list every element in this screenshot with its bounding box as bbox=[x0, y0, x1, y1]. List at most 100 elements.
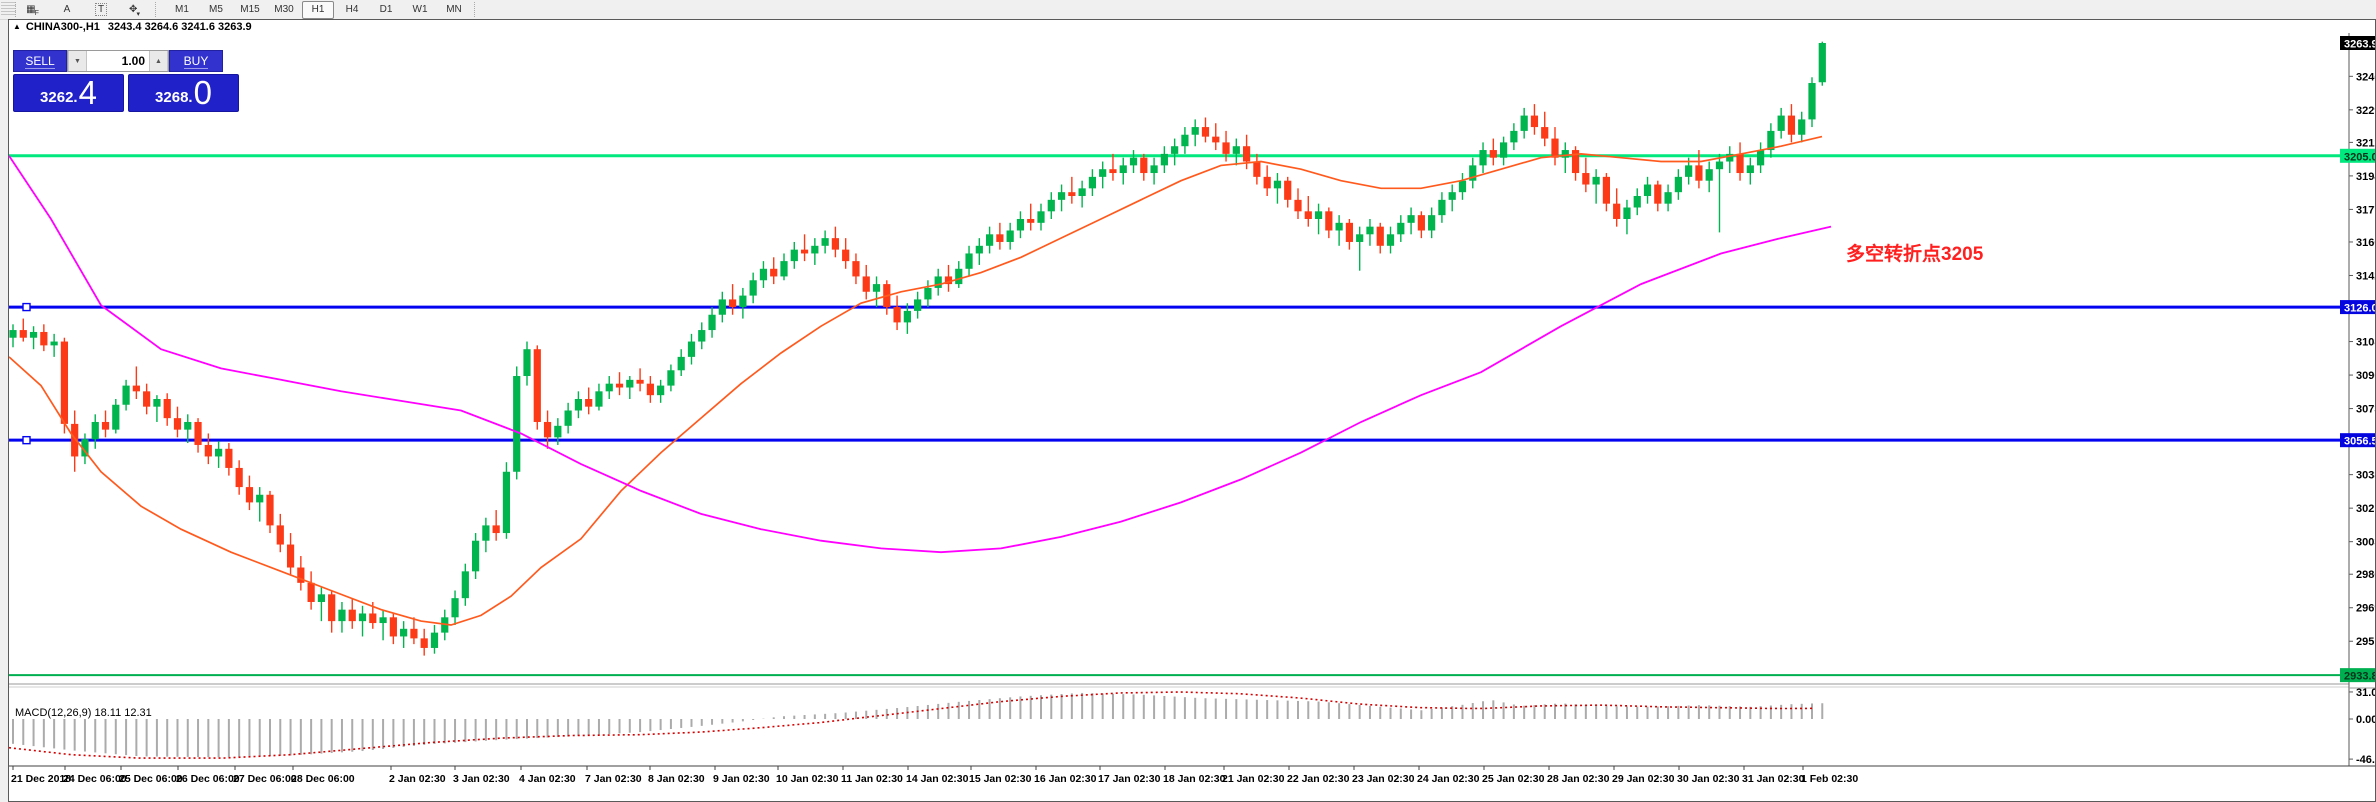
candle-body bbox=[1417, 215, 1425, 231]
toolbar-separator bbox=[155, 2, 162, 17]
candle-body bbox=[780, 261, 788, 277]
volume-decrease-button[interactable]: ▼ bbox=[68, 51, 87, 71]
timeframe-h4[interactable]: H4 bbox=[345, 4, 359, 15]
price-tick-label: 3160.0 bbox=[2356, 237, 2375, 249]
up-arrow-icon: ▲ bbox=[155, 57, 162, 65]
time-tick-label: 23 Jan 02:30 bbox=[1352, 773, 1415, 785]
buy-button[interactable]: BUY bbox=[169, 50, 223, 72]
buy-price: 3268. bbox=[155, 89, 193, 106]
chart-window: ▲ CHINA300-,H1 3243.4 3264.6 3241.6 3263… bbox=[8, 19, 2376, 802]
candle-body bbox=[256, 494, 264, 503]
candle-body bbox=[1428, 215, 1436, 231]
timeframe-w1[interactable]: W1 bbox=[412, 4, 428, 15]
candle-body bbox=[204, 444, 212, 457]
candle-body bbox=[1520, 115, 1528, 131]
price-marker-3126.0 bbox=[2340, 300, 2375, 315]
timeframe-mn[interactable]: MN bbox=[446, 4, 462, 15]
candle-body bbox=[184, 421, 192, 430]
candle-body bbox=[1469, 165, 1477, 181]
price-tick-label: 2986.5 bbox=[2356, 569, 2375, 581]
chart-title-row: ▲ CHINA300-,H1 3243.4 3264.6 3241.6 3263… bbox=[9, 20, 2375, 33]
candle-body bbox=[996, 234, 1004, 242]
sell-button[interactable]: SELL bbox=[13, 50, 67, 72]
candle-body bbox=[667, 370, 675, 386]
volume-value[interactable]: 1.00 bbox=[121, 54, 145, 68]
candle-body bbox=[1129, 157, 1138, 166]
candle-body bbox=[1458, 180, 1467, 193]
macd-signal-line bbox=[9, 691, 1816, 759]
crosshair-tools-icon[interactable]: ✥ ▾ bbox=[129, 4, 140, 18]
macd-tick-label: 0.00 bbox=[2356, 714, 2375, 726]
candle-body bbox=[893, 307, 901, 323]
candle-body bbox=[1006, 230, 1014, 242]
timeframe-m30[interactable]: M30 bbox=[274, 4, 294, 15]
down-arrow-icon: ▼ bbox=[74, 57, 81, 65]
collapse-triangle-icon[interactable]: ▲ bbox=[13, 22, 21, 31]
timeframe-m1[interactable]: M1 bbox=[175, 4, 189, 15]
time-tick-label: 31 Jan 02:30 bbox=[1742, 773, 1805, 785]
time-tick-label: 1 Feb 02:30 bbox=[1801, 773, 1858, 785]
volume-stepper: ▼ 1.00 ▲ bbox=[67, 50, 169, 72]
price-tick-label: 3142.5 bbox=[2356, 270, 2375, 282]
candle-body bbox=[698, 330, 706, 342]
candle-body bbox=[50, 341, 58, 346]
time-tick-label: 24 Jan 02:30 bbox=[1417, 773, 1480, 785]
price-tick-label: 2951.5 bbox=[2356, 636, 2375, 648]
time-tick-label: 30 Jan 02:30 bbox=[1677, 773, 1740, 785]
time-tick-label: 16 Jan 02:30 bbox=[1034, 773, 1097, 785]
timeframe-m15[interactable]: M15 bbox=[240, 4, 260, 15]
text-label-icon[interactable]: T bbox=[85, 1, 117, 19]
line-anchor-handle[interactable] bbox=[22, 302, 31, 312]
price-marker-label: 3205.0 bbox=[2344, 151, 2375, 163]
timeframe-m5[interactable]: M5 bbox=[209, 4, 223, 15]
timeframe-d1[interactable]: D1 bbox=[379, 4, 393, 15]
price-marker-label: 3056.5 bbox=[2344, 436, 2375, 448]
toolbar-drag-handle-icon[interactable] bbox=[1, 2, 16, 17]
price-tick-label: 3177.0 bbox=[2356, 204, 2375, 216]
price-axis[interactable]: 3246.5 3229.0 3212.0 3194.5 3177.0 3160.0 3142… bbox=[2340, 33, 2375, 766]
candle-body bbox=[1047, 199, 1055, 212]
chart-canvas[interactable]: 3246.5 3229.0 3212.0 3194.5 3177.0 3160.0 3142… bbox=[9, 33, 2375, 801]
time-tick-label: 9 Jan 02:30 bbox=[713, 773, 770, 785]
line-anchor-handle[interactable] bbox=[22, 435, 31, 445]
candle-body bbox=[297, 567, 305, 583]
price-marker-3205.0 bbox=[2340, 148, 2375, 163]
candle-body bbox=[821, 238, 829, 246]
candle-body bbox=[1325, 211, 1333, 231]
annotation-text[interactable]: 多空转折点3205 bbox=[1846, 244, 1984, 265]
volume-increase-button[interactable]: ▲ bbox=[149, 51, 168, 71]
candle-body bbox=[1345, 222, 1353, 242]
timeframe-h1[interactable]: H1 bbox=[302, 0, 334, 19]
candle-body bbox=[40, 331, 48, 346]
candle-body bbox=[533, 349, 541, 422]
candle-body bbox=[1243, 146, 1251, 162]
candle-body bbox=[1726, 153, 1734, 162]
candle-body bbox=[173, 418, 182, 430]
candle-body bbox=[657, 385, 665, 396]
buy-price-button[interactable]: 3268. 0 bbox=[128, 74, 239, 112]
candle-body bbox=[842, 249, 850, 262]
candle-body bbox=[934, 276, 942, 288]
charts-bar-f-icon[interactable]: ▦ F bbox=[26, 4, 39, 17]
candle-body bbox=[29, 331, 38, 338]
candle-body bbox=[605, 383, 613, 392]
candle-body bbox=[1571, 150, 1580, 174]
candle-body bbox=[1314, 211, 1323, 219]
ohlc-values: 3243.4 3264.6 3241.6 3263.9 bbox=[107, 20, 252, 33]
arrow-cursor-icon[interactable]: A bbox=[63, 4, 71, 15]
price-marker-3263.9 bbox=[2340, 36, 2375, 50]
candle-body bbox=[564, 410, 572, 426]
time-tick-label: 8 Jan 02:30 bbox=[648, 773, 705, 785]
candle-body bbox=[1212, 136, 1220, 143]
candle-body bbox=[615, 383, 624, 388]
candle-body bbox=[975, 245, 983, 254]
sell-price-button[interactable]: 3262. 4 bbox=[13, 74, 124, 112]
candle-body bbox=[1654, 184, 1662, 204]
candle-body bbox=[451, 598, 459, 618]
candle-body bbox=[1808, 83, 1816, 120]
price-tick-label: 3003.5 bbox=[2356, 537, 2375, 549]
candle-body bbox=[1613, 203, 1621, 219]
candle-body bbox=[163, 398, 171, 419]
time-tick-label: 10 Jan 02:30 bbox=[776, 773, 839, 785]
